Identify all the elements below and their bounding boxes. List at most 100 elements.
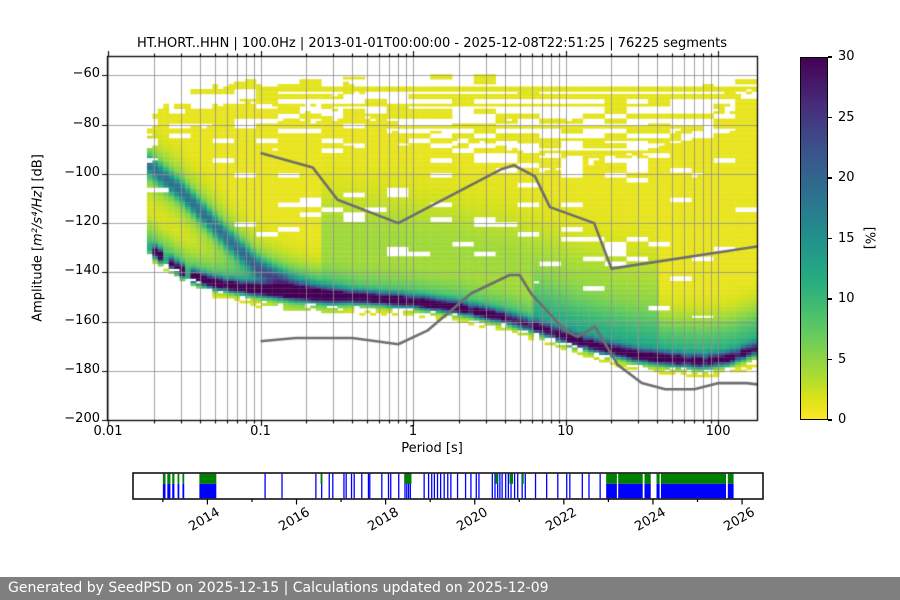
timeline-psd-event <box>494 473 496 499</box>
y-axis-label-prefix: Amplitude [ <box>30 245 46 322</box>
timeline-psd-event <box>321 473 323 499</box>
timeline-psd-event <box>367 473 370 499</box>
timeline-data-segment <box>644 473 651 484</box>
colorbar-tick-mark <box>828 56 832 58</box>
timeline-psd-event <box>521 473 523 499</box>
timeline-psd-segment <box>727 483 734 499</box>
timeline-psd-event <box>381 473 383 499</box>
timeline-psd-segment <box>606 483 617 499</box>
y-tick-label: −180 <box>64 361 100 377</box>
timeline-border <box>132 472 764 500</box>
x-tick-label: 0.1 <box>250 424 271 439</box>
colorbar-tick-label: 30 <box>838 49 855 64</box>
colorbar-tick-mark <box>828 177 832 179</box>
timeline-psd-event <box>407 473 410 499</box>
timeline-data-segment <box>167 473 171 484</box>
timeline-data-patch <box>404 473 412 484</box>
timeline-psd-event <box>328 473 330 499</box>
timeline-psd-event <box>409 473 411 499</box>
timeline-psd-event <box>510 473 512 499</box>
footer-bar: Generated by SeedPSD on 2025-12-15 | Cal… <box>0 577 900 600</box>
colorbar-tick-mark <box>828 358 832 361</box>
y-tick-label: −160 <box>64 312 100 328</box>
timeline-psd-segment <box>177 483 180 499</box>
timeline-psd-event <box>406 473 408 499</box>
timeline-data-segment <box>199 473 217 484</box>
colorbar-unit-label: [%] <box>861 226 877 250</box>
timeline-psd-event <box>281 473 283 499</box>
colorbar-tick-mark <box>828 237 832 240</box>
timeline-data-segment <box>660 473 727 484</box>
timeline-psd-event <box>361 473 363 499</box>
timeline-data-patch <box>320 473 323 484</box>
timeline-psd-event <box>475 473 477 499</box>
timeline-psd-event <box>447 473 449 499</box>
timeline-psd-event <box>398 473 400 499</box>
y-tick-label: −140 <box>64 263 100 279</box>
timeline-psd-event <box>433 473 436 499</box>
timeline-psd-event <box>315 473 317 499</box>
timeline-psd-event <box>566 473 568 499</box>
timeline-psd-event <box>524 473 526 499</box>
timeline-psd-segment <box>656 483 660 499</box>
timeline-data-patch <box>509 473 514 484</box>
timeline-psd-segment <box>182 483 185 499</box>
timeline-psd-event <box>497 473 499 499</box>
timeline-psd-event <box>431 473 433 499</box>
colorbar-tick-label: 10 <box>838 291 855 306</box>
timeline-psd-event <box>588 473 590 499</box>
timeline-psd-event <box>464 473 467 499</box>
timeline-psd-segment <box>162 483 166 499</box>
timeline-psd-event <box>345 473 347 499</box>
y-tick-label: −100 <box>64 164 100 180</box>
timeline-data-segment <box>182 473 185 484</box>
timeline-psd-event <box>517 473 519 499</box>
timeline-psd-event <box>404 473 406 499</box>
timeline-psd-event <box>350 473 353 499</box>
timeline-data-segment <box>618 473 643 484</box>
colorbar-tick-label: 15 <box>838 230 855 246</box>
footer-text: Generated by SeedPSD on 2025-12-15 | Cal… <box>8 580 549 596</box>
timeline-psd-event <box>569 473 571 499</box>
x-tick-label: 100 <box>705 424 731 439</box>
timeline-psd-event <box>470 473 472 499</box>
timeline-psd-event <box>390 473 392 499</box>
timeline-psd-event <box>353 473 355 499</box>
ppsd-heatmap-canvas <box>96 45 769 432</box>
colorbar-tick-label: 0 <box>838 412 847 427</box>
timeline-psd-event <box>499 473 501 499</box>
timeline-psd-event <box>343 473 345 499</box>
timeline-data-segment <box>162 473 166 484</box>
colorbar-gradient <box>801 58 827 419</box>
colorbar <box>800 57 828 420</box>
timeline-psd-event <box>599 473 601 499</box>
timeline-psd-event <box>534 473 537 499</box>
y-tick-label: −120 <box>64 214 100 230</box>
colorbar-tick-label: 20 <box>838 170 855 185</box>
timeline-psd-event <box>264 473 266 499</box>
timeline-data-segment <box>606 473 617 484</box>
timeline-data-segment <box>727 473 734 484</box>
timeline-psd-event <box>505 473 507 499</box>
timeline-psd-event <box>387 473 390 499</box>
timeline-psd-segment <box>644 483 651 499</box>
x-axis-label: Period [s] <box>401 441 463 456</box>
timeline-psd-event <box>436 473 439 499</box>
timeline-availability-bar <box>132 472 764 505</box>
timeline-psd-event <box>557 473 559 499</box>
colorbar-tick-mark <box>828 116 832 119</box>
timeline-psd-segment <box>618 483 643 499</box>
y-tick-label: −60 <box>72 66 100 82</box>
timeline-psd-event <box>456 473 459 499</box>
timeline-psd-event <box>332 473 334 499</box>
timeline-data-patch <box>521 473 524 484</box>
colorbar-tick-mark <box>828 419 832 421</box>
y-tick-label: −200 <box>64 411 100 426</box>
timeline-data-segment <box>177 473 180 484</box>
timeline-psd-segment <box>167 483 171 499</box>
timeline-psd-event <box>501 473 503 499</box>
timeline-data-segment <box>172 473 175 484</box>
timeline-psd-event <box>427 473 430 499</box>
timeline-data-segment <box>656 473 660 484</box>
